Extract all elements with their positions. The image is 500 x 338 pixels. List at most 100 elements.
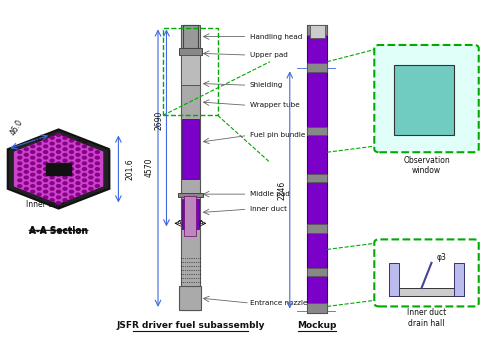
Text: Shielding: Shielding (250, 82, 284, 88)
Circle shape (44, 173, 48, 176)
Circle shape (18, 179, 22, 182)
Text: φ3: φ3 (436, 253, 446, 262)
Circle shape (30, 145, 34, 148)
Circle shape (63, 153, 67, 156)
Circle shape (24, 182, 28, 185)
Circle shape (44, 196, 48, 199)
FancyBboxPatch shape (374, 45, 478, 152)
Circle shape (63, 142, 67, 145)
Circle shape (30, 156, 34, 159)
Circle shape (56, 139, 60, 142)
Circle shape (76, 176, 80, 179)
Circle shape (50, 199, 54, 201)
Circle shape (24, 159, 28, 162)
Circle shape (63, 182, 67, 185)
Bar (389, 288, 464, 296)
Circle shape (96, 151, 100, 153)
Circle shape (44, 190, 48, 193)
Text: Observation
window: Observation window (403, 155, 450, 175)
Circle shape (30, 190, 34, 193)
Text: 46.0: 46.0 (8, 117, 24, 137)
Circle shape (96, 168, 100, 170)
Circle shape (56, 162, 60, 165)
Circle shape (63, 137, 67, 139)
Bar (163, 28, 218, 115)
Text: A-A Section: A-A Section (29, 227, 88, 236)
Bar (178, 193, 203, 197)
Circle shape (50, 188, 54, 190)
Circle shape (50, 165, 54, 168)
Circle shape (70, 139, 73, 142)
Circle shape (96, 173, 100, 176)
Circle shape (63, 188, 67, 190)
Circle shape (89, 153, 93, 156)
Bar (454, 263, 464, 296)
Circle shape (96, 156, 100, 159)
Circle shape (30, 173, 34, 176)
Text: 4570: 4570 (145, 158, 154, 177)
Circle shape (18, 151, 22, 153)
Circle shape (37, 165, 41, 168)
Bar (46, 163, 71, 175)
Circle shape (70, 156, 73, 159)
Circle shape (50, 159, 54, 162)
Text: Inner duct: Inner duct (26, 200, 66, 209)
Bar (307, 25, 327, 313)
Circle shape (82, 179, 86, 182)
Text: 90: 90 (469, 97, 478, 103)
Circle shape (56, 145, 60, 148)
Circle shape (56, 185, 60, 187)
Circle shape (56, 173, 60, 176)
Circle shape (63, 176, 67, 179)
Circle shape (37, 188, 41, 190)
Circle shape (76, 170, 80, 173)
Circle shape (70, 173, 73, 176)
Circle shape (37, 176, 41, 179)
Circle shape (76, 142, 80, 145)
Bar (182, 119, 199, 179)
Circle shape (70, 179, 73, 182)
Circle shape (44, 139, 48, 142)
Circle shape (63, 165, 67, 168)
Circle shape (82, 156, 86, 159)
Circle shape (18, 185, 22, 187)
Circle shape (24, 153, 28, 156)
Bar (179, 48, 202, 55)
Bar (307, 127, 327, 136)
Text: 2690: 2690 (154, 111, 164, 130)
Circle shape (70, 145, 73, 148)
Circle shape (44, 145, 48, 148)
Circle shape (56, 156, 60, 159)
Circle shape (63, 199, 67, 201)
Circle shape (96, 179, 100, 182)
Circle shape (70, 196, 73, 199)
Circle shape (56, 190, 60, 193)
Circle shape (37, 153, 41, 156)
Circle shape (44, 168, 48, 170)
Circle shape (24, 176, 28, 179)
Circle shape (76, 193, 80, 196)
Text: Handling head: Handling head (250, 33, 302, 40)
Circle shape (76, 165, 80, 168)
Circle shape (56, 151, 60, 153)
Circle shape (82, 190, 86, 193)
Circle shape (24, 170, 28, 173)
Circle shape (44, 162, 48, 165)
Circle shape (63, 170, 67, 173)
Text: Wrapper tube: Wrapper tube (34, 138, 88, 147)
Bar (181, 55, 200, 85)
Polygon shape (8, 129, 110, 209)
Circle shape (63, 193, 67, 196)
Bar (307, 174, 327, 183)
Circle shape (18, 168, 22, 170)
Circle shape (70, 190, 73, 193)
Text: JSFR driver fuel subassembly: JSFR driver fuel subassembly (116, 321, 264, 330)
Text: Mockup: Mockup (298, 321, 337, 330)
Text: A: A (199, 220, 203, 226)
Circle shape (24, 188, 28, 190)
Circle shape (30, 179, 34, 182)
Circle shape (37, 159, 41, 162)
Circle shape (50, 182, 54, 185)
Bar (394, 65, 454, 136)
Circle shape (37, 142, 41, 145)
